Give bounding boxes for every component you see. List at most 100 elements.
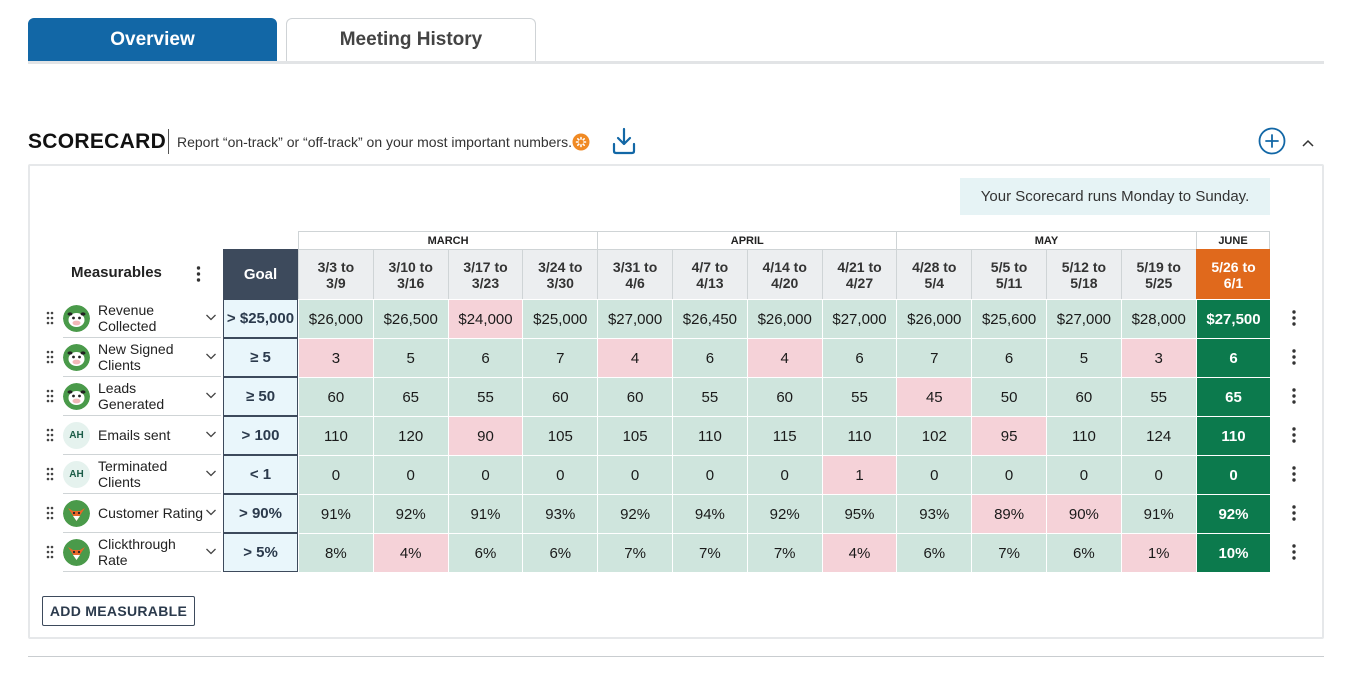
chevron-down-icon[interactable] [205,429,217,439]
score-cell[interactable]: 7% [672,533,747,572]
score-cell[interactable]: 7 [522,338,598,377]
score-cell[interactable]: 6% [522,533,598,572]
chevron-down-icon[interactable] [205,507,217,517]
score-cell[interactable]: 6 [447,338,523,377]
score-cell[interactable]: 6 [672,338,747,377]
row-menu-icon[interactable] [1291,349,1297,365]
score-cell[interactable]: 55 [672,377,747,416]
score-cell[interactable]: 91% [447,494,523,533]
drag-handle-icon[interactable] [46,506,54,520]
score-cell[interactable]: $26,500 [372,299,448,338]
measurables-menu-icon[interactable] [196,266,201,282]
score-cell[interactable]: $25,600 [971,299,1046,338]
score-cell[interactable]: 45 [896,377,972,416]
score-cell[interactable]: 0 [597,455,672,494]
score-cell[interactable]: 0 [1195,455,1271,494]
chevron-down-icon[interactable] [205,351,217,361]
score-cell[interactable]: 55 [1120,377,1196,416]
chevron-down-icon[interactable] [205,312,217,322]
drag-handle-icon[interactable] [46,389,54,403]
drag-handle-icon[interactable] [46,428,54,442]
score-cell[interactable]: 110 [298,416,373,455]
add-circle-icon[interactable] [1258,127,1286,155]
score-cell[interactable]: 1 [821,455,897,494]
score-cell[interactable]: 102 [896,416,972,455]
score-cell[interactable]: 4% [372,533,448,572]
measurable-row-label[interactable]: Leads Generated [63,377,221,416]
score-cell[interactable]: 92% [1195,494,1271,533]
score-cell[interactable]: 93% [522,494,598,533]
measurable-row-label[interactable]: New Signed Clients [63,338,221,377]
score-cell[interactable]: 0 [447,455,523,494]
score-cell[interactable]: 92% [597,494,672,533]
score-cell[interactable]: 60 [597,377,672,416]
score-cell[interactable]: 60 [746,377,822,416]
score-cell[interactable]: 55 [447,377,523,416]
score-cell[interactable]: 0 [746,455,822,494]
chevron-down-icon[interactable] [205,546,217,556]
goal-cell[interactable]: < 1 [223,455,298,494]
score-cell[interactable]: 93% [896,494,972,533]
row-menu-icon[interactable] [1291,388,1297,404]
score-cell[interactable]: 91% [298,494,373,533]
drag-handle-icon[interactable] [46,350,54,364]
score-cell[interactable]: 94% [672,494,747,533]
tab-meeting-history[interactable]: Meeting History [286,18,536,61]
collapse-chevron-up-icon[interactable] [1301,137,1315,149]
row-menu-icon[interactable] [1291,466,1297,482]
score-cell[interactable]: $28,000 [1120,299,1196,338]
score-cell[interactable]: 0 [1120,455,1196,494]
score-cell[interactable]: 105 [597,416,672,455]
measurable-row-label[interactable]: AH Emails sent [63,416,221,455]
score-cell[interactable]: 8% [298,533,373,572]
score-cell[interactable]: 0 [522,455,598,494]
score-cell[interactable]: 92% [372,494,448,533]
score-cell[interactable]: $27,000 [597,299,672,338]
score-cell[interactable]: 3 [298,338,373,377]
score-cell[interactable]: $26,000 [298,299,373,338]
goal-cell[interactable]: > 100 [223,416,298,455]
drag-handle-icon[interactable] [46,311,54,325]
score-cell[interactable]: 5 [372,338,448,377]
score-cell[interactable]: 6 [971,338,1046,377]
score-cell[interactable]: $24,000 [447,299,523,338]
score-cell[interactable]: 1% [1120,533,1196,572]
score-cell[interactable]: 0 [1046,455,1121,494]
score-cell[interactable]: 0 [298,455,373,494]
score-cell[interactable]: 6% [896,533,972,572]
drag-handle-icon[interactable] [46,467,54,481]
download-icon[interactable] [610,126,638,156]
info-badge-icon[interactable] [572,133,590,151]
row-menu-icon[interactable] [1291,505,1297,521]
row-menu-icon[interactable] [1291,427,1297,443]
goal-cell[interactable]: > 5% [223,533,298,572]
drag-handle-icon[interactable] [46,545,54,559]
score-cell[interactable]: 0 [672,455,747,494]
score-cell[interactable]: 90 [447,416,523,455]
score-cell[interactable]: 4 [597,338,672,377]
score-cell[interactable]: 10% [1195,533,1271,572]
score-cell[interactable]: 6% [447,533,523,572]
score-cell[interactable]: 60 [522,377,598,416]
score-cell[interactable]: $26,450 [672,299,747,338]
row-menu-icon[interactable] [1291,310,1297,326]
score-cell[interactable]: 55 [821,377,897,416]
score-cell[interactable]: 95% [821,494,897,533]
score-cell[interactable]: $26,000 [896,299,972,338]
score-cell[interactable]: $26,000 [746,299,822,338]
score-cell[interactable]: $27,500 [1195,299,1271,338]
score-cell[interactable]: 110 [672,416,747,455]
score-cell[interactable]: 4 [746,338,822,377]
score-cell[interactable]: 5 [1046,338,1121,377]
score-cell[interactable]: 92% [746,494,822,533]
score-cell[interactable]: 7% [746,533,822,572]
score-cell[interactable]: 50 [971,377,1046,416]
row-menu-icon[interactable] [1291,544,1297,560]
measurable-row-label[interactable]: Clickthrough Rate [63,533,221,572]
score-cell[interactable]: 115 [746,416,822,455]
score-cell[interactable]: $25,000 [522,299,598,338]
score-cell[interactable]: $27,000 [1046,299,1121,338]
score-cell[interactable]: 6 [1195,338,1271,377]
measurable-row-label[interactable]: AH Terminated Clients [63,455,221,494]
chevron-down-icon[interactable] [205,390,217,400]
